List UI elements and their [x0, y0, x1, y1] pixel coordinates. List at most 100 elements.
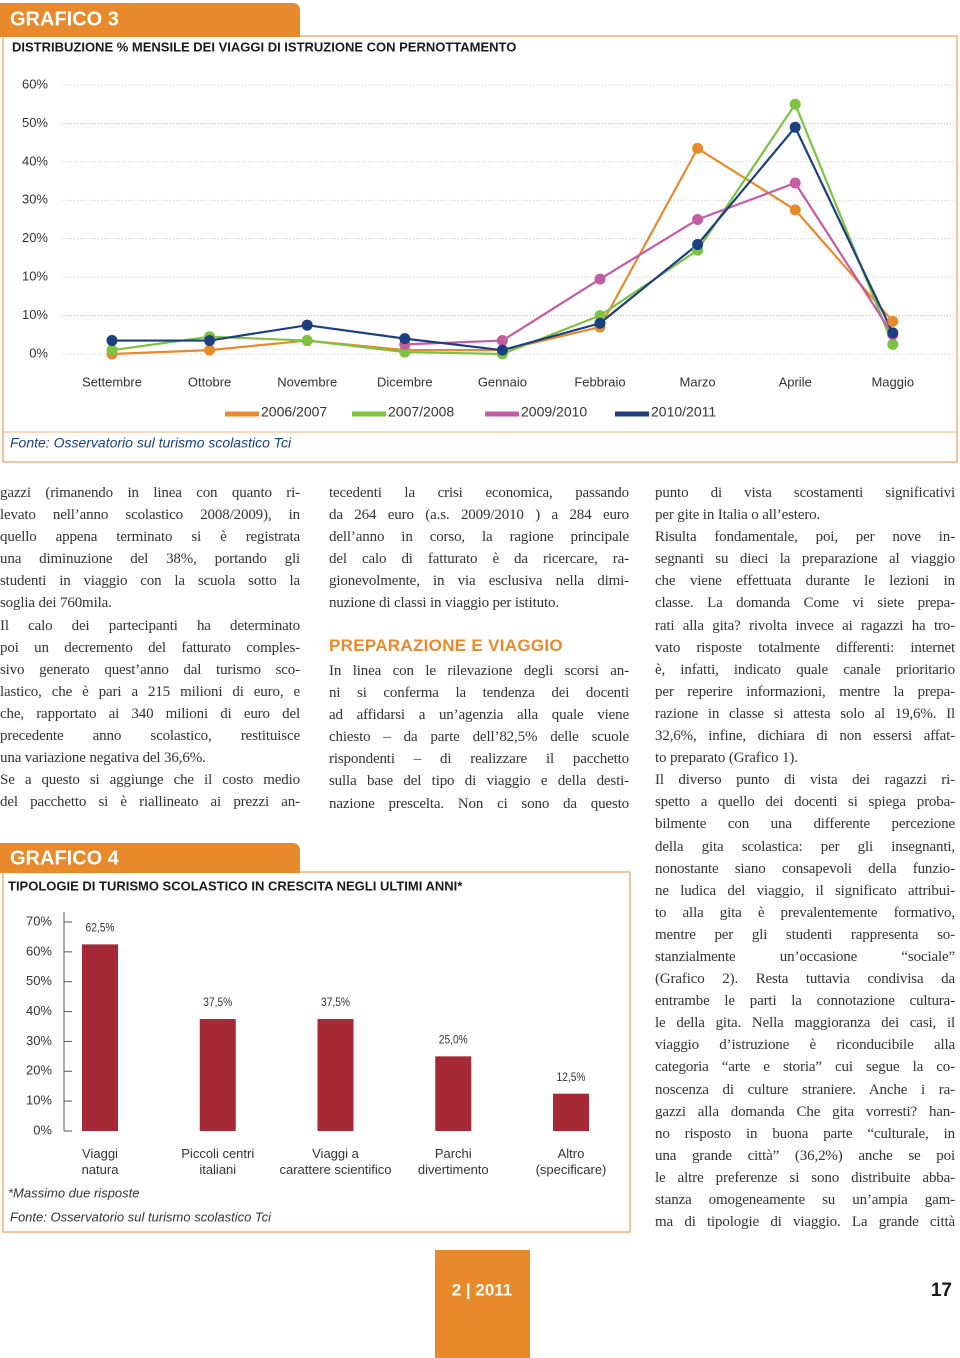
text-line: quello appena terminato si è registrata: [0, 529, 300, 546]
text-line: classe. La domanda Come vi siete prepa-: [655, 595, 955, 612]
data-point: [692, 214, 704, 225]
x-tick-label: Novembre: [277, 374, 337, 389]
text-line: ne ludica del viaggio, il significato at…: [655, 882, 955, 899]
data-point: [789, 204, 801, 216]
text-line: sivo generato quest’anno dal turismo sco…: [0, 661, 300, 678]
y-tick-label: 50%: [22, 115, 48, 130]
y-tick-label: 20%: [26, 1063, 52, 1078]
series-line: [111, 101, 894, 356]
data-point: [106, 344, 118, 356]
y-tick-label: 10%: [26, 1093, 52, 1108]
value-label: 37,5%: [321, 997, 350, 1010]
text-line: del pacchetto si è riallineato ai prezzi…: [0, 794, 300, 811]
x-tick-label: Maggio: [871, 374, 914, 389]
chart-header-box: [0, 843, 300, 873]
text-line: razione in classe si attesta solo al 19,…: [655, 705, 955, 722]
text-line: per reperire informazioni, mentre la pre…: [655, 683, 955, 700]
text-line: poi un decremento del fatturato comples-: [0, 639, 300, 656]
data-point: [399, 346, 411, 358]
data-point: [594, 310, 606, 322]
x-tick-label: Altro (specificare): [535, 1146, 607, 1177]
bar: [435, 1056, 472, 1131]
text-line: stanza omogeneamente su un’ampia gam-: [655, 1192, 955, 1208]
legend-label: 2006/2007: [261, 404, 327, 420]
text-line: stanzialmente un’occasione “sociale”: [655, 948, 955, 965]
value-label: 25,0%: [439, 1034, 468, 1047]
data-point: [887, 315, 899, 327]
chart-label: GRAFICO 4: [10, 847, 120, 869]
bar: [82, 944, 118, 1131]
text-line: soglia dei 760mila.: [0, 595, 112, 612]
data-point: [106, 335, 118, 347]
legend-label: 2007/2008: [388, 404, 454, 420]
chart-frame: [2, 35, 958, 463]
text-line: precedente anno scolastico, restituisce: [0, 728, 300, 745]
text-line: gazzi (rimanendo in linea con quanto ri-: [0, 485, 300, 501]
footer-box: [435, 1250, 530, 1358]
chart-label: GRAFICO 3: [10, 8, 119, 30]
text-line: ad affidarsi a un’agenzia alla quale vie…: [329, 707, 629, 724]
chart-header-box: [0, 3, 300, 37]
text-line: che viene effettuata durante le lezioni …: [655, 573, 955, 590]
y-tick-label: 0%: [33, 1122, 52, 1137]
data-point: [789, 177, 801, 189]
chart-source: Fonte: Osservatorio sul turismo scolasti…: [10, 1209, 272, 1224]
chart-frame: [2, 871, 631, 1233]
chart-note: *Massimo due risposte: [8, 1185, 140, 1200]
y-tick-label: 10%: [22, 269, 48, 284]
y-tick-label: 50%: [26, 973, 52, 988]
value-label: 62,5%: [86, 922, 115, 935]
y-tick-label: 70%: [26, 913, 52, 928]
chart-title: DISTRIBUZIONE % MENSILE DEI VIAGGI DI IS…: [12, 39, 516, 54]
x-tick-label: Febbraio: [574, 374, 625, 389]
text-line: noscenza di culture straniere. Anche i r…: [655, 1081, 955, 1098]
text-line: gazzi alla domanda Che gita vorresti? ha…: [655, 1103, 955, 1120]
text-line: del calo di fatturato è da ricercare, ra…: [329, 551, 629, 568]
text-column: tecedenti la crisi economica, passando da…: [329, 482, 629, 615]
data-point: [204, 335, 216, 347]
text-line: le della gita. Nella maggioranza dei cas…: [655, 1015, 955, 1032]
text-line: vato risposte totalmente differenti: int…: [655, 639, 955, 656]
y-tick-label: 20%: [22, 230, 48, 245]
y-tick-label: 10%: [22, 307, 48, 322]
x-tick-label: Marzo: [680, 374, 716, 389]
data-point: [594, 273, 606, 285]
data-point: [692, 142, 704, 154]
text-line: categoria “arte e storia” cui segue la c…: [655, 1059, 955, 1076]
text-line: chiesto – da parte dell’82,5% delle scuo…: [329, 729, 629, 746]
text-line: una variazione negativa del 36,6%.: [0, 750, 206, 767]
text-line: Il calo dei partecipanti ha determinato: [0, 617, 300, 634]
text-line: to alla gita è prevalentemente formativo…: [655, 904, 955, 921]
text-line: bilmente con una differente percezione: [655, 816, 955, 833]
bar: [317, 1019, 354, 1131]
text-line: della gita scolastica: per gli insegnant…: [655, 838, 955, 855]
data-point: [692, 238, 704, 250]
text-line: nazione prescelta. Non ci sono da questo: [329, 795, 629, 812]
text-line: per gite in Italia o all’estero.: [655, 507, 821, 524]
text-line: una grande città” (36,2%) anche se poi: [655, 1147, 955, 1164]
y-tick-label: 30%: [22, 192, 48, 207]
text-line: sulla base del tipo di viaggio e della d…: [329, 773, 629, 790]
y-tick-label: 40%: [22, 153, 48, 168]
text-line: punto di vista scostamenti significativi: [655, 485, 955, 501]
y-tick-label: 60%: [26, 943, 52, 958]
x-tick-label: Parchi divertimento: [417, 1146, 489, 1177]
text-line: Il diverso punto di vista dei ragazzi ri…: [655, 772, 955, 789]
data-point: [887, 338, 899, 350]
series-line: [111, 146, 894, 356]
x-tick-label: Viaggi a carattere scientifico: [279, 1146, 392, 1177]
x-tick-label: Piccoli centri italiani: [181, 1146, 255, 1177]
text-column: gazzi (rimanendo in linea con quanto ri-…: [0, 482, 300, 813]
series-line: [404, 181, 894, 346]
text-line: no risposto in buona parte “culturale, i…: [655, 1125, 955, 1142]
text-line: Risulta fondamentale, poi, per nove in-: [655, 529, 955, 546]
text-line: gionevolmente, in via esclusiva nella di…: [329, 573, 629, 590]
text-line: è, infatti, indicato quale canale priori…: [655, 661, 955, 678]
text-line: Se a questo si aggiunge che il costo med…: [0, 772, 300, 789]
text-line: entrambe le parti la connotazione cultur…: [655, 993, 955, 1010]
legend-label: 2010/2011: [651, 404, 716, 420]
text-line: to preparato (Grafico 1).: [655, 750, 798, 767]
